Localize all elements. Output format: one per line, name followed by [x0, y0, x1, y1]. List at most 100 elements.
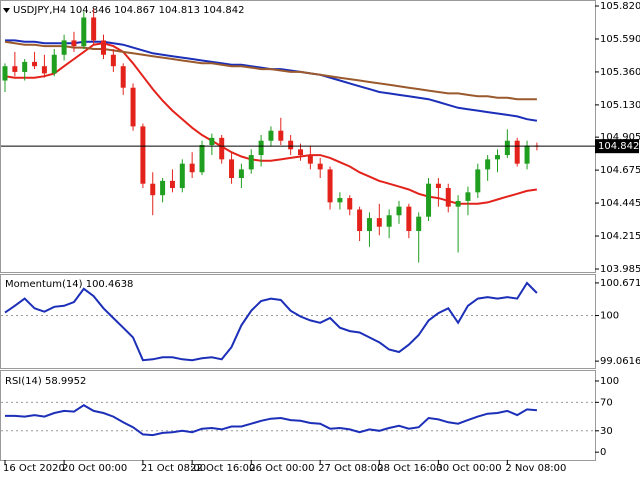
candle-body	[81, 17, 87, 47]
candle-body	[189, 163, 195, 173]
y-tick-label: 0	[600, 447, 606, 458]
x-tick-label: 22 Oct 16:00	[190, 463, 255, 474]
candle-body	[386, 215, 392, 227]
candle-body	[91, 17, 97, 41]
candle-body	[347, 198, 353, 210]
x-tick-label: 26 Oct 00:00	[249, 463, 314, 474]
y-tick-label: 104.215	[600, 231, 640, 242]
candle-body	[366, 218, 372, 232]
y-tick-label: 104.905	[600, 132, 640, 143]
candle-body	[41, 66, 47, 74]
candle-body	[317, 163, 323, 170]
candle-body	[475, 169, 481, 193]
y-tick-label: 100	[600, 311, 619, 322]
y-tick-label: 30	[600, 426, 613, 437]
candle-body	[150, 183, 156, 196]
chart-header: USDJPY,H4 104.846 104.867 104.813 104.84…	[13, 5, 244, 16]
y-tick-label: 105.360	[600, 67, 640, 78]
candle-body	[229, 159, 235, 178]
candle-body	[504, 140, 510, 156]
candle-body	[61, 40, 67, 55]
candle-body	[435, 183, 441, 189]
y-tick-label: 99.0616	[600, 356, 640, 367]
candle-body	[140, 126, 146, 184]
x-tick-label: 28 Oct 16:00	[377, 463, 442, 474]
last-price-box	[595, 139, 639, 154]
y-tick-label: 105.130	[600, 100, 640, 111]
candle-body	[22, 61, 28, 72]
candle-body	[514, 140, 520, 164]
y-tick-label: 103.985	[600, 264, 640, 275]
candle-body	[51, 54, 57, 74]
momentum-panel-frame	[0, 274, 596, 369]
candle-body	[445, 188, 451, 207]
low-price: 104.813	[159, 5, 200, 16]
candle-body	[268, 130, 274, 141]
candle-body	[376, 218, 382, 227]
candle-body	[199, 145, 205, 173]
x-tick-label: 2 Nov 08:00	[505, 463, 566, 474]
indicator-name: Momentum(14)	[5, 279, 83, 290]
y-tick-label: 105.820	[600, 1, 640, 12]
candle-body	[248, 155, 254, 170]
candle-body	[258, 140, 264, 156]
y-tick-label: 104.445	[600, 198, 640, 209]
candle-body	[179, 163, 185, 189]
indicator-line	[5, 404, 537, 437]
indicator-value: 100.4638	[86, 279, 134, 290]
candle-body	[278, 130, 284, 141]
candle-body	[327, 169, 333, 203]
candle-body	[337, 198, 343, 203]
y-tick-label: 70	[600, 397, 613, 408]
candle-body	[130, 87, 136, 127]
candle-body	[298, 149, 303, 156]
candle-body	[2, 66, 8, 81]
candle-body	[32, 61, 38, 67]
candle-body	[495, 155, 500, 160]
momentum-title: Momentum(14) 100.4638	[5, 279, 133, 290]
y-tick-label: 105.590	[600, 34, 640, 45]
y-tick-label: 100	[600, 376, 619, 387]
symbol: USDJPY,H4	[13, 5, 66, 16]
main-panel-frame	[0, 0, 596, 273]
candle-body	[101, 40, 106, 55]
x-tick-label: 21 Oct 08:00	[141, 463, 206, 474]
candle-body	[169, 180, 175, 189]
y-tick-label: 104.675	[600, 165, 640, 176]
candle-body	[465, 192, 471, 201]
candle-body	[12, 66, 18, 72]
x-tick-label: 20 Oct 00:00	[62, 463, 127, 474]
indicator-line	[4, 281, 538, 362]
candle-body	[455, 200, 461, 207]
candle-body	[307, 155, 313, 164]
close-price: 104.842	[203, 5, 244, 16]
candle-body	[406, 206, 412, 232]
x-tick-label: 16 Oct 2020	[3, 463, 65, 474]
indicator-value: 58.9952	[45, 376, 86, 387]
rsi-title: RSI(14) 58.9952	[5, 376, 86, 387]
open-price: 104.846	[69, 5, 110, 16]
candle-body	[71, 40, 77, 47]
candle-body	[238, 169, 244, 178]
rsi-panel-frame	[0, 370, 596, 461]
symbol-menu-arrow[interactable]	[3, 8, 10, 13]
candle-body	[357, 209, 363, 232]
candle-body	[426, 183, 432, 217]
candle-body	[288, 140, 294, 150]
indicator-line	[4, 40, 537, 101]
candle-body	[120, 66, 126, 88]
candle-body	[524, 145, 530, 164]
high-price: 104.867	[114, 5, 155, 16]
candle-body	[416, 216, 422, 232]
candle-body	[485, 159, 491, 170]
x-tick-label: 30 Oct 00:00	[436, 463, 501, 474]
last-price-label: 104.842	[598, 141, 639, 152]
candle-body	[209, 137, 215, 146]
indicator-name: RSI(14)	[5, 376, 42, 387]
candle-body	[110, 54, 116, 67]
candle-body	[219, 137, 225, 160]
candle-body	[160, 180, 166, 196]
candle-body	[396, 206, 402, 216]
